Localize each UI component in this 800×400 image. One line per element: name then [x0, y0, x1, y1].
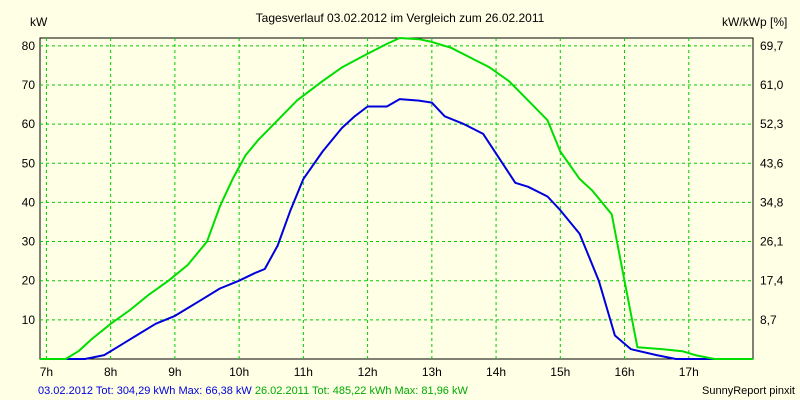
x-tick-label: 14h [486, 365, 506, 379]
footer-legend: 03.02.2012 Tot: 304,29 kWh Max: 66,38 kW… [38, 385, 468, 397]
y-tick-label-left: 50 [22, 156, 36, 170]
x-tick-label: 10h [229, 365, 249, 379]
y-tick-label-right: 69,7 [760, 39, 784, 53]
plot-area [39, 37, 754, 360]
y-tick-label-right: 26,1 [760, 235, 784, 249]
y-tick-label-left: 30 [22, 235, 36, 249]
series-lines [40, 37, 753, 360]
y-tick-label-right: 43,6 [760, 156, 784, 170]
y-tick-label-right: 34,8 [760, 195, 784, 209]
x-tick-label: 16h [615, 365, 635, 379]
y-tick-label-right: 8,7 [760, 313, 777, 327]
x-tick-label: 12h [358, 365, 378, 379]
credit-text: SunnyReport pinxit [702, 385, 795, 397]
x-tick-label: 13h [422, 365, 442, 379]
y-tick-label-left: 10 [22, 313, 36, 327]
axis-labels: 7h 8h 9h 10h 11h 12h 13h 14h 15h 16h 17h 10 20 30 40 50… [22, 39, 784, 379]
y-tick-label-right: 61,0 [760, 78, 784, 92]
x-tick-label: 15h [550, 365, 570, 379]
x-tick-label: 7h [40, 365, 53, 379]
y-tick-label-left: 70 [22, 78, 36, 92]
y-tick-label-left: 60 [22, 117, 36, 131]
series-line-2 [40, 37, 753, 360]
footer-series-2: 26.02.2011 Tot: 485,22 kWh Max: 81,96 kW [252, 385, 469, 397]
x-tick-label: 8h [104, 365, 117, 379]
y-tick-label-left: 80 [22, 39, 36, 53]
y-tick-label-right: 52,3 [760, 117, 784, 131]
y-tick-label-left: 20 [22, 274, 36, 288]
y-tick-label-right: 17,4 [760, 274, 784, 288]
x-tick-label: 17h [679, 365, 699, 379]
x-tick-label: 9h [168, 365, 181, 379]
y-axis-label-right: kW/kWp [%] [722, 15, 787, 29]
x-tick-label: 11h [294, 365, 313, 379]
grid [40, 38, 753, 359]
footer-series-1: 03.02.2012 Tot: 304,29 kWh Max: 66,38 kW [38, 385, 252, 397]
chart-title: Tagesverlauf 03.02.2012 im Vergleich zum… [256, 11, 545, 25]
series-line-1 [40, 98, 753, 360]
y-tick-label-left: 40 [22, 195, 36, 209]
y-axis-label-left: kW [30, 15, 48, 29]
